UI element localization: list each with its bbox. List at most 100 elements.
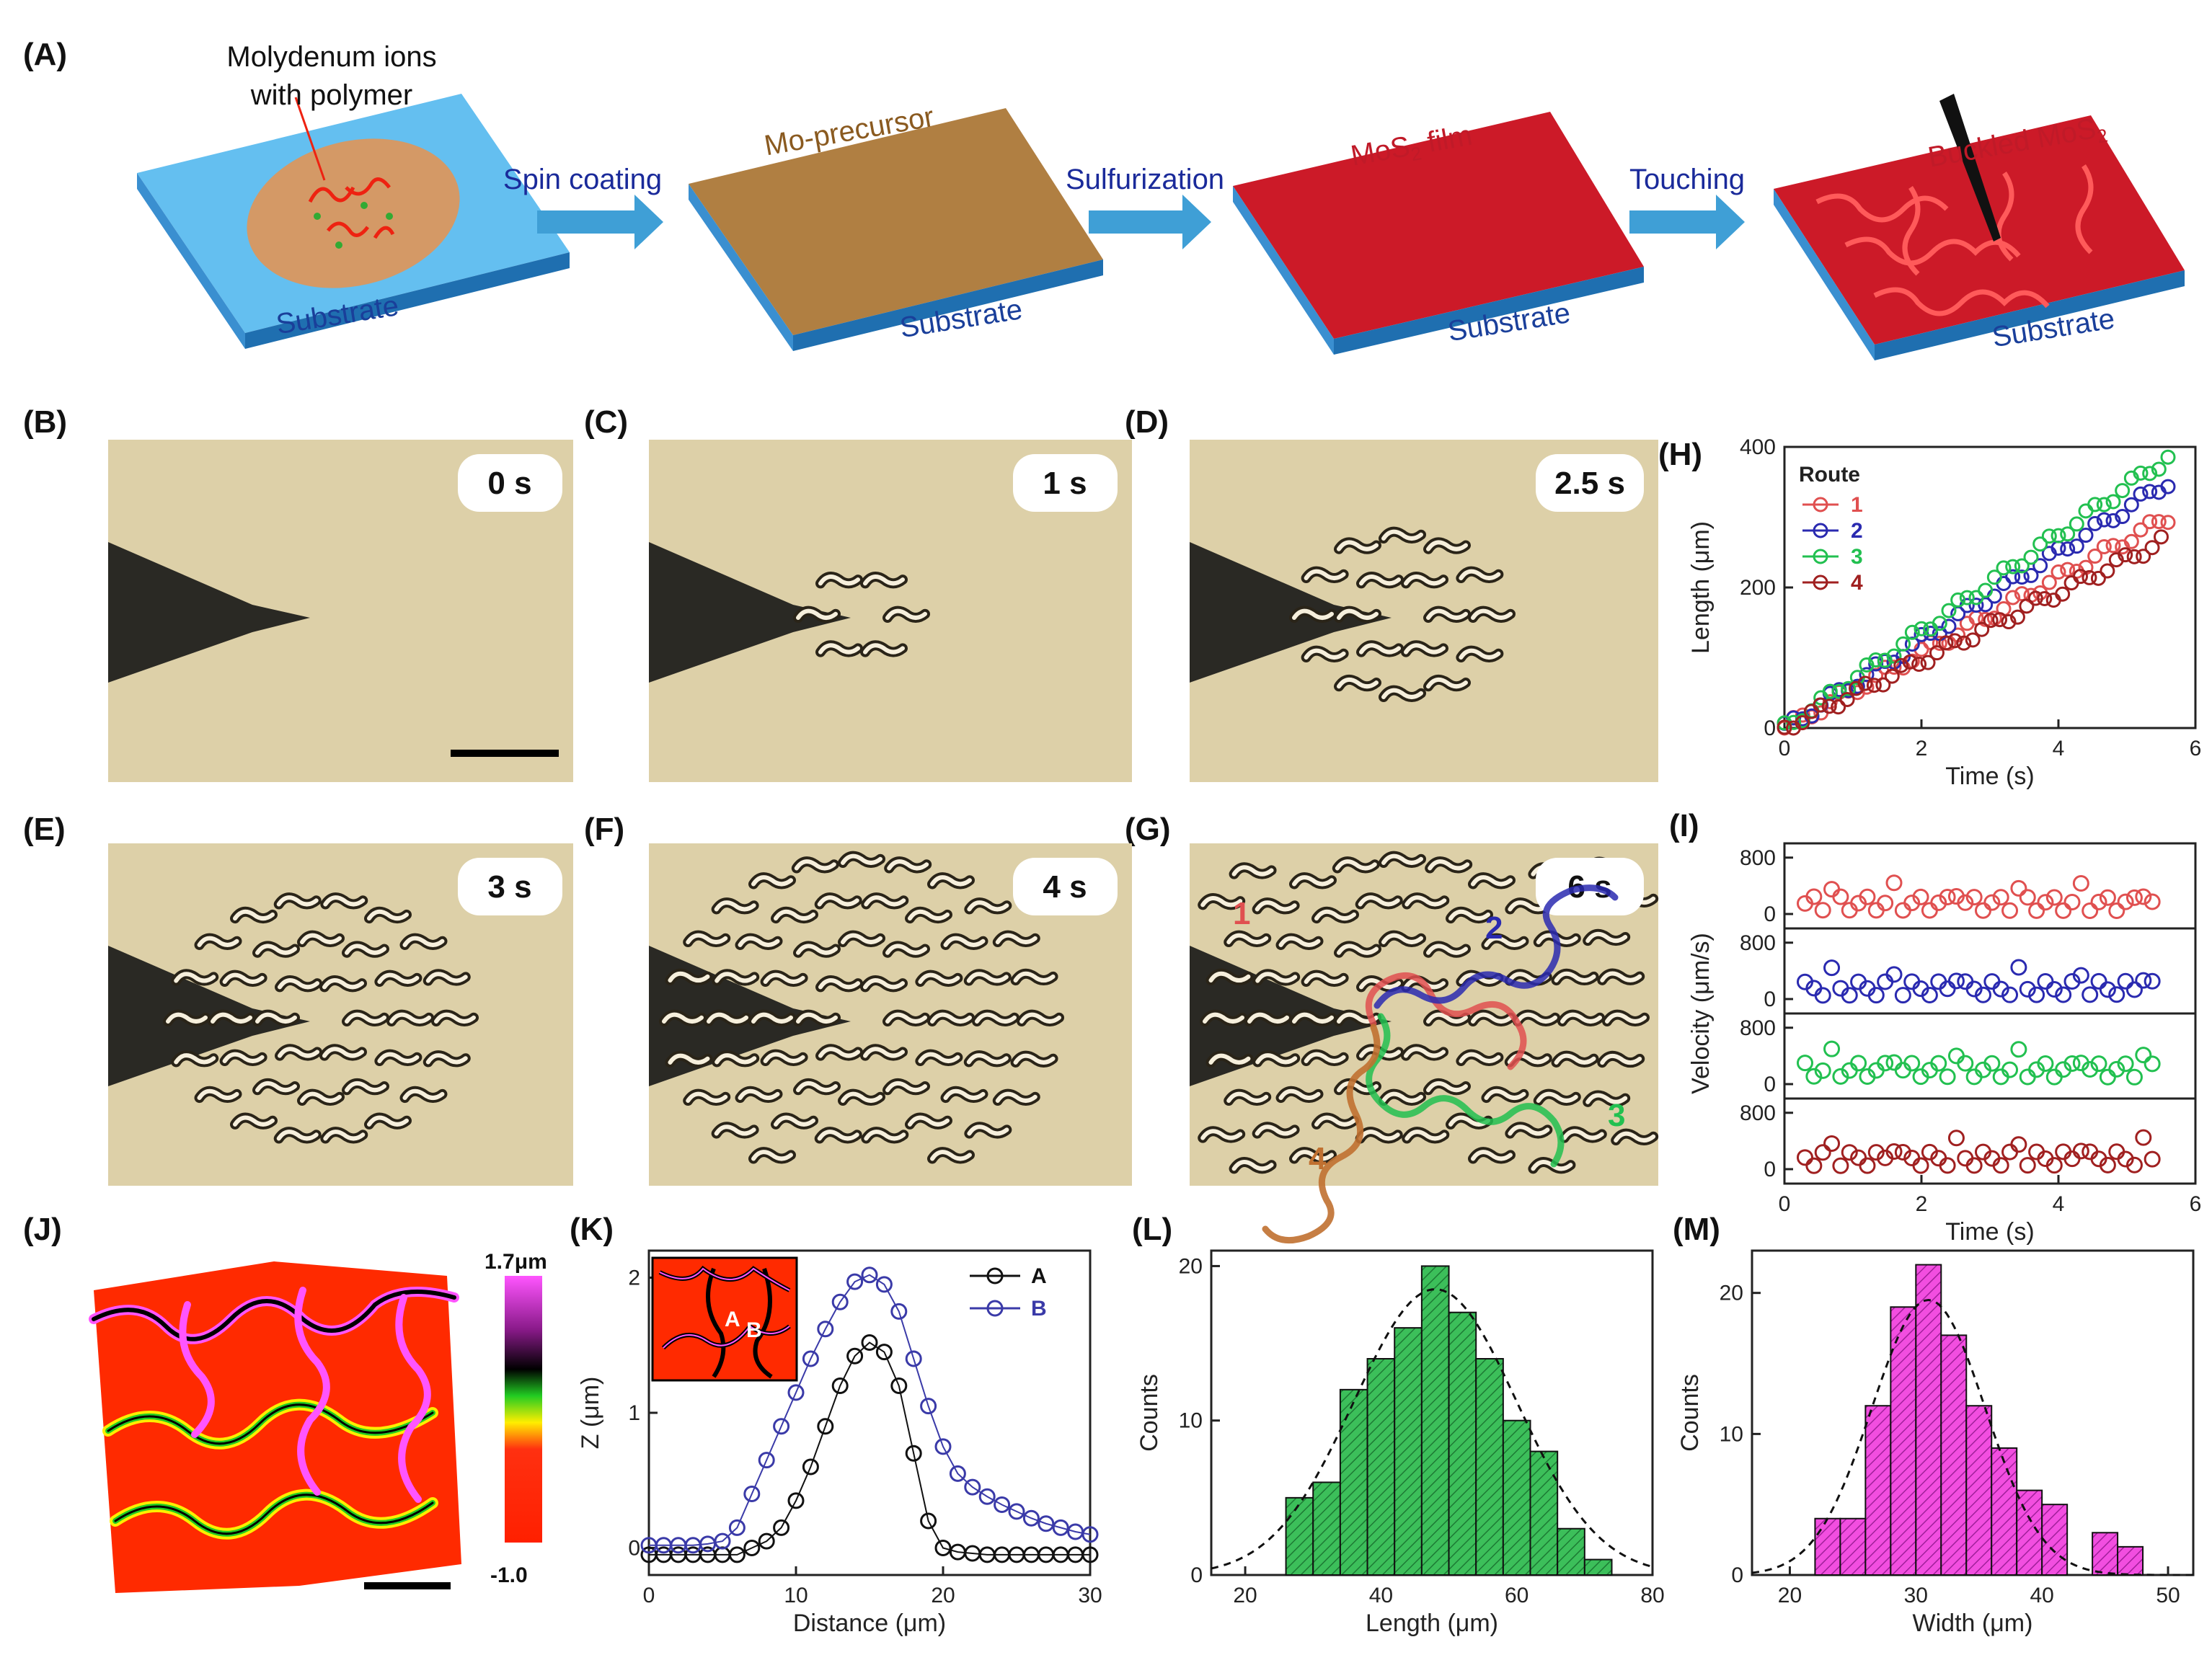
buckle-ridge: [841, 853, 882, 865]
H-point: [2115, 483, 2131, 499]
K-legend-marker: [986, 1267, 1004, 1284]
buckle-ridge: [1459, 1052, 1501, 1063]
buckle-ridge: [1484, 936, 1526, 947]
K-point-A: [875, 1344, 893, 1361]
H-legend-marker: [1813, 549, 1828, 564]
buckle-ridge: [1226, 933, 1269, 944]
H-xtick-label: 2: [1916, 737, 1928, 760]
K-point-A: [817, 1418, 834, 1435]
chart-L-ytick-label: 0: [1190, 1563, 1203, 1587]
H-point: [1932, 616, 1947, 631]
I-point: [1877, 1055, 1894, 1072]
I-point: [1921, 902, 1938, 919]
buckle-ridge: [662, 1012, 704, 1024]
buckle-ridge: [751, 1012, 793, 1024]
buckle-ridge: [1585, 931, 1628, 944]
buckle-ridge: [1562, 1129, 1604, 1140]
buckle-ridge: [1508, 1124, 1550, 1136]
route-1-label: 1: [1233, 896, 1250, 931]
I-point: [2072, 967, 2089, 984]
K-point-B: [787, 1384, 805, 1401]
I-point: [2144, 972, 2161, 990]
buckle-ridge: [966, 1053, 1009, 1065]
H-point: [2126, 549, 2142, 564]
chart-L-bar: [1529, 1450, 1559, 1576]
K-point-A: [773, 1519, 790, 1536]
K-point-A: [905, 1445, 922, 1462]
buckle-ridge: [322, 1047, 364, 1058]
slab-1: [137, 94, 570, 349]
I-point: [1850, 1055, 1867, 1072]
H-point: [1886, 648, 1902, 664]
H-point: [1983, 613, 1999, 629]
K-xtick-label: 10: [784, 1584, 808, 1607]
H-point: [2032, 536, 2048, 552]
chart-M-bar: [1915, 1264, 1942, 1576]
H-point: [2082, 569, 2097, 585]
K-point-A: [1081, 1546, 1099, 1563]
I-point: [2063, 1055, 2081, 1073]
H-point: [2041, 528, 2057, 544]
H-point: [1902, 654, 1918, 670]
I-point: [1805, 888, 1823, 905]
buckle-ridge: [715, 1053, 757, 1065]
panel-label-F: (F): [584, 812, 624, 847]
buckle-ridge: [1359, 574, 1401, 586]
buckle-ridge: [1471, 608, 1513, 620]
K-point-A: [758, 1532, 775, 1550]
buckle-ridge: [738, 936, 780, 947]
H-point: [2005, 569, 2021, 585]
buckle-ridge: [943, 936, 986, 947]
K-point-B: [905, 1350, 922, 1367]
chart-M-ylabel: Counts: [1676, 1374, 1704, 1452]
H-point: [2005, 559, 2021, 574]
buckle-ridge: [668, 971, 710, 983]
H-legend-label: 2: [1851, 519, 1863, 543]
H-point: [1868, 656, 1884, 672]
buckle-ridge: [1226, 1091, 1269, 1103]
K-xlabel: Distance (μm): [793, 1610, 946, 1637]
buckle-ridge: [1337, 677, 1379, 689]
chart-L-bar: [1285, 1496, 1314, 1576]
K-point-A: [934, 1540, 952, 1556]
buckle-ridge: [1471, 1150, 1513, 1161]
chart-M-xlabel: Width (μm): [1913, 1610, 2033, 1637]
buckle-ridge: [887, 859, 929, 871]
I-point: [1965, 889, 1983, 906]
I-point: [2010, 879, 2027, 897]
svg-text:2.5 s: 2.5 s: [1554, 466, 1625, 501]
buckle-ridge: [1208, 1053, 1251, 1065]
K-point-B: [1038, 1515, 1055, 1532]
H-point: [2142, 484, 2158, 500]
buckle-ridge: [1404, 1047, 1446, 1058]
chart-M-ytick-label: 0: [1731, 1563, 1743, 1587]
H-point: [2060, 526, 2076, 542]
H-point: [1839, 691, 1855, 707]
buckle-ridge: [1381, 933, 1423, 944]
K-point-B: [949, 1465, 966, 1482]
K-legend-marker: [986, 1300, 1004, 1317]
I-point: [1912, 1157, 1929, 1174]
buckle-ridge: [818, 643, 860, 655]
buckle-ridge: [774, 1115, 815, 1127]
buckle-ridge: [1459, 648, 1501, 660]
buckle-ridge: [1304, 648, 1346, 660]
buckle-ridge: [1560, 1012, 1602, 1024]
buckle-ridge: [1554, 1053, 1596, 1065]
K-point-B: [802, 1350, 819, 1367]
buckle-ridge: [1292, 1150, 1334, 1161]
H-point: [2060, 541, 2076, 557]
H-point: [1859, 667, 1875, 683]
I-point: [2010, 1136, 2027, 1153]
buckle-ridge: [1404, 574, 1446, 586]
chart-L-ylabel: Counts: [1136, 1374, 1163, 1452]
I-point: [1903, 1055, 1921, 1072]
H-point: [1965, 632, 1981, 648]
buckle-ridge: [1203, 1012, 1244, 1024]
panel-label-B: (B): [23, 404, 67, 440]
H-legend-marker: [1813, 523, 1828, 538]
ions-label-line1: Molydenum ions: [226, 41, 436, 73]
K-point-B: [934, 1438, 952, 1455]
time-badge-F: 4 s: [1013, 858, 1118, 915]
buckle-ridge: [943, 1088, 986, 1101]
